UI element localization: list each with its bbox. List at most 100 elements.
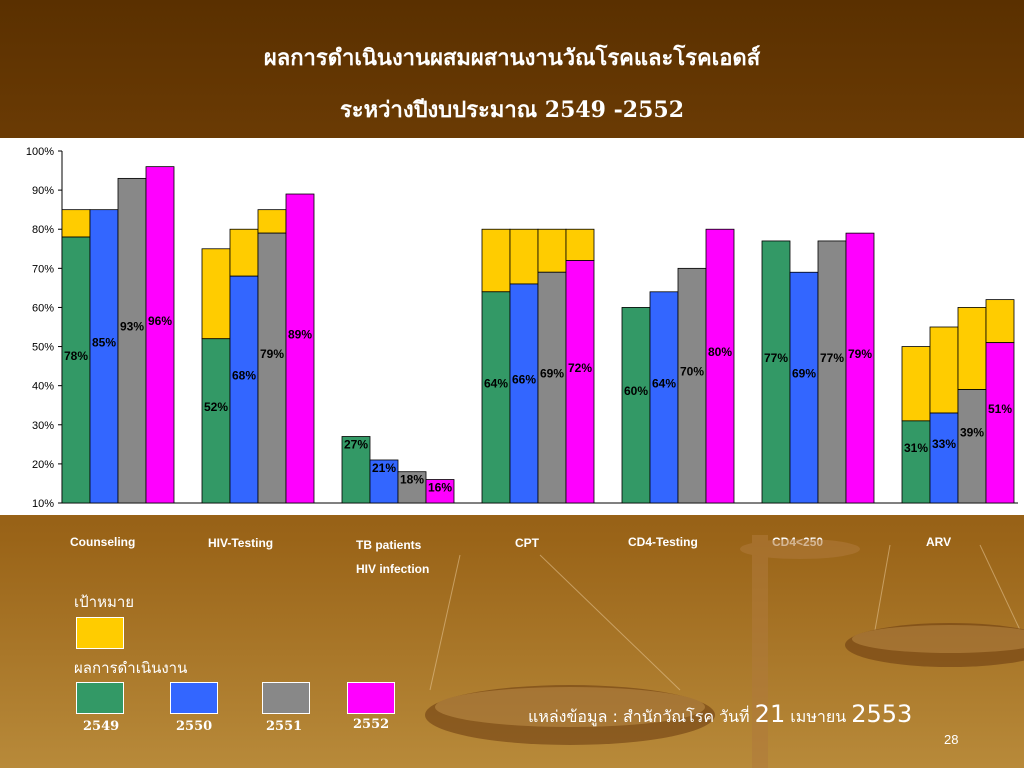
result-bar [341,436,371,504]
bar-value-label: 69% [540,367,564,381]
target-bar [985,299,1015,344]
bar-value-label: 77% [764,351,788,365]
scale-decoration-icon [425,535,1024,768]
result-bar [929,412,959,504]
result-bar [201,338,231,504]
category-label: CD4<250 [772,535,824,549]
result-bar [985,342,1015,504]
y-tick-label: 10% [32,498,54,510]
category-label: ARV [926,535,952,549]
bar-value-label: 78% [64,349,88,363]
y-tick-label: 80% [32,224,54,236]
result-bar [397,471,427,504]
y-tick-label: 50% [32,342,54,354]
legend-year-2550: 2550 [176,719,213,734]
bar-value-label: 64% [652,376,676,390]
result-bar [61,236,91,504]
bar-value-label: 96% [148,314,172,328]
target-bar [481,228,511,293]
bar-value-label: 85% [92,335,116,349]
result-bar [901,420,931,504]
y-tick-label: 40% [32,381,54,393]
target-bar [537,228,567,273]
bar-value-label: 52% [204,400,228,414]
legend-target-swatch [76,617,124,649]
target-bar [509,228,539,285]
bar-value-label: 60% [624,384,648,398]
target-bar [229,228,259,277]
source-prefix: แหล่งข้อมูล : สำนักวัณโรค วันที่ [528,707,755,726]
y-tick-label: 90% [32,185,54,197]
slide-title-line2: ระหว่างปีงบประมาณ 2549 -2552 [339,97,685,123]
target-bar [957,307,987,390]
y-tick-label: 100% [26,146,54,158]
bar-value-label: 77% [820,351,844,365]
bar-value-label: 79% [848,347,872,361]
category-label: HIV-Testing [208,536,274,550]
source-day: 21 [754,700,786,728]
result-bar [845,232,875,504]
category-label: CPT [515,536,539,550]
result-bar [509,283,539,504]
y-tick-label: 30% [32,420,54,432]
bar-value-label: 39% [960,425,984,439]
result-bar [761,240,791,504]
bar-value-label: 70% [680,365,704,379]
target-bar [901,346,931,422]
result-bar [117,177,147,504]
bar-value-label: 18% [400,473,424,487]
page-number: 28 [944,732,959,747]
target-bar [257,209,287,234]
legend-swatch-2552 [347,682,395,714]
bar-value-label: 68% [232,369,256,383]
bar-value-label: 93% [120,320,144,334]
source-month: เมษายน [785,707,852,726]
result-bar [369,459,399,504]
bar-value-label: 80% [708,345,732,359]
result-bar [705,228,735,504]
target-bar [929,326,959,414]
bar-value-label: 89% [288,328,312,342]
category-label: TB patients [356,538,422,552]
bar-chart: 10% 20% 30% 40% 50% 60% 70% 80% 90% 100% 78% 85% 93%… [26,146,1018,510]
legend-result-heading: ผลการดำเนินงาน [74,659,188,677]
result-bar [257,232,287,504]
category-label: Counseling [70,535,136,549]
source-year: 2553 [851,700,913,728]
y-tick-label: 60% [32,302,54,314]
legend-year-2551: 2551 [266,719,303,734]
y-tick-label: 70% [32,263,54,275]
source-note: แหล่งข้อมูล : สำนักวัณโรค วันที่ 21 เมษา… [528,700,912,730]
bar-value-label: 64% [484,376,508,390]
result-bar [481,291,511,504]
chart-plot-area: 10% 20% 30% 40% 50% 60% 70% 80% 90% 100% 78% 85% 93%… [0,138,1024,515]
result-bar [957,389,987,504]
bar-value-label: 72% [568,361,592,375]
category-label: CD4-Testing [628,535,698,549]
bar-value-label: 51% [988,402,1012,416]
result-bar [537,271,567,504]
result-bar [649,291,679,504]
y-tick-label: 20% [32,459,54,471]
bar-value-label: 21% [372,461,396,475]
result-bar [621,307,651,504]
legend-swatch-2550 [170,682,218,714]
bar-value-label: 27% [344,438,368,452]
result-bar [145,166,175,504]
bar-value-label: 69% [792,367,816,381]
category-label-line2: HIV infection [356,562,430,576]
result-bar [285,193,315,504]
legend-swatch-2549 [76,682,124,714]
bar-value-label: 66% [512,372,536,386]
legend-year-2552: 2552 [353,717,390,732]
result-bar [817,240,847,504]
slide-title-line1: ผลการดำเนินงานผสมผสานงานวัณโรคและโรคเอดส… [263,45,761,71]
legend-swatch-2551 [262,682,310,714]
result-bar [789,271,819,504]
result-bar [89,209,119,504]
result-bar [565,260,595,504]
result-bar [425,479,455,504]
bar-value-label: 31% [904,441,928,455]
result-bar [229,275,259,504]
legend-target-heading: เป้าหมาย [74,593,135,611]
